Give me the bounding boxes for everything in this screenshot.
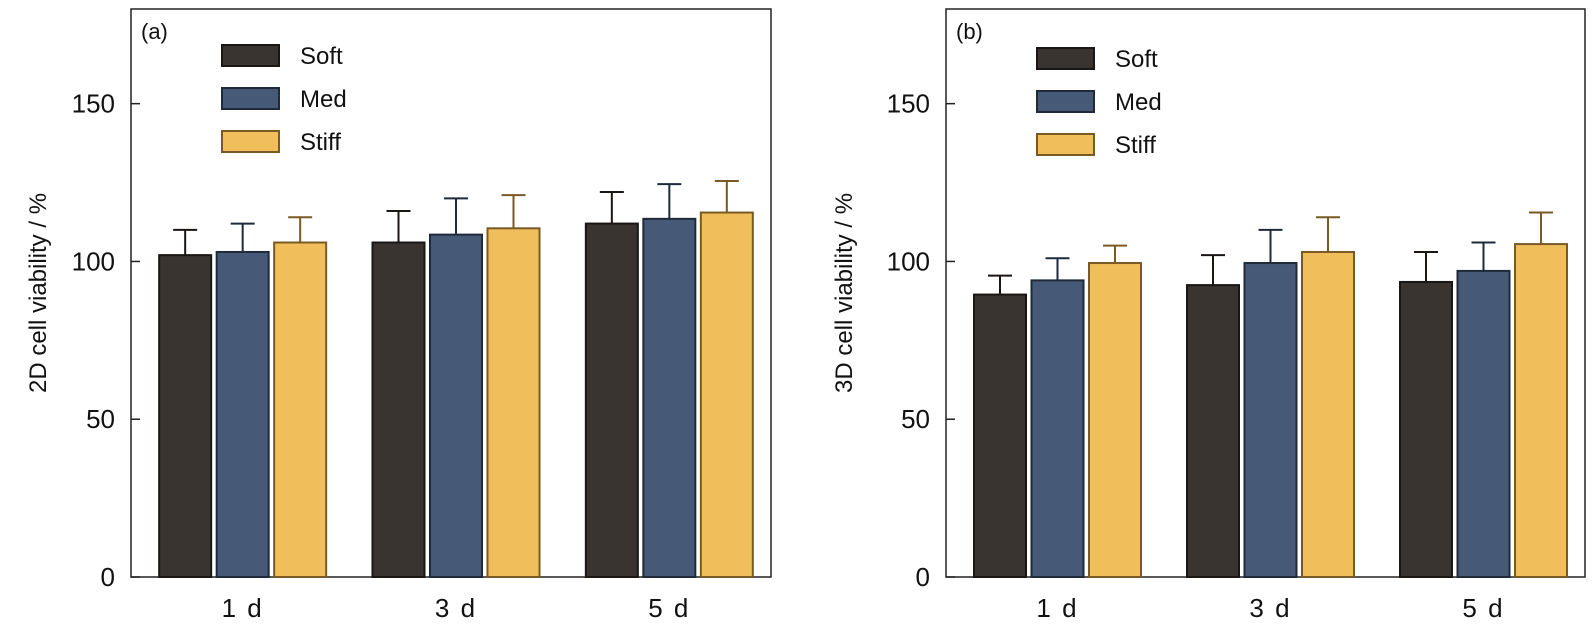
- legend-label-soft: Soft: [300, 43, 343, 70]
- bar-med: [1243, 262, 1298, 578]
- y-tick-label: 150: [887, 89, 930, 119]
- bar-med: [1456, 269, 1511, 578]
- x-tick-label: 1 d: [1036, 593, 1078, 623]
- legend-swatch-stiff: [221, 130, 280, 153]
- panel-label: (a): [141, 19, 168, 44]
- legend-label-soft: Soft: [1115, 46, 1158, 73]
- x-tick-label: 3 d: [1249, 593, 1291, 623]
- y-tick-label: 150: [72, 89, 115, 119]
- bar-soft: [1399, 280, 1453, 578]
- y-tick-label: 50: [901, 404, 930, 434]
- legend-swatch-med: [221, 87, 280, 110]
- y-axis-title: 3D cell viability / %: [831, 193, 858, 393]
- x-tick-label: 5 d: [1462, 593, 1504, 623]
- bar-stiff: [1088, 262, 1142, 578]
- x-tick-label: 5 d: [648, 593, 690, 623]
- bar-med: [215, 250, 270, 578]
- bar-med: [1030, 279, 1085, 578]
- panel-label: (b): [956, 19, 983, 44]
- legend-swatch-stiff: [1036, 133, 1095, 156]
- legend-label-stiff: Stiff: [300, 129, 341, 156]
- y-axis-title: 2D cell viability / %: [25, 193, 52, 393]
- bar-med: [429, 233, 483, 578]
- bar-soft: [371, 241, 426, 578]
- chart-panel-2: 0 50 100 150 3D cell viability / % (b) 1 d 3 d 5…: [831, 8, 1586, 623]
- legend-label-med: Med: [1115, 89, 1162, 116]
- legend-swatch-soft: [221, 44, 280, 67]
- x-tick-label: 1 d: [222, 593, 264, 623]
- legend-label-stiff: Stiff: [1115, 132, 1156, 159]
- legend-label-med: Med: [300, 86, 347, 113]
- bar-soft: [1186, 284, 1240, 578]
- y-tick-label: 0: [101, 562, 115, 592]
- bar-soft: [158, 254, 213, 578]
- y-tick-label: 100: [887, 246, 930, 276]
- bar-stiff: [699, 211, 754, 579]
- bar-soft: [584, 222, 639, 578]
- legend-swatch-soft: [1036, 47, 1095, 70]
- bar-med: [642, 217, 697, 578]
- bar-stiff: [273, 241, 328, 578]
- bar-soft: [973, 293, 1027, 578]
- bar-stiff: [1301, 250, 1355, 578]
- legend-swatch-med: [1036, 90, 1095, 113]
- bar-stiff: [1514, 243, 1568, 578]
- bar-stiff: [486, 227, 541, 579]
- y-tick-label: 100: [72, 246, 115, 276]
- y-tick-label: 50: [86, 404, 115, 434]
- y-tick-label: 0: [916, 562, 930, 592]
- chart-panel-1: 0 50 100 150 2D cell viability / % (a) 1 d 3 d 5…: [25, 8, 772, 623]
- x-tick-label: 3 d: [435, 593, 477, 623]
